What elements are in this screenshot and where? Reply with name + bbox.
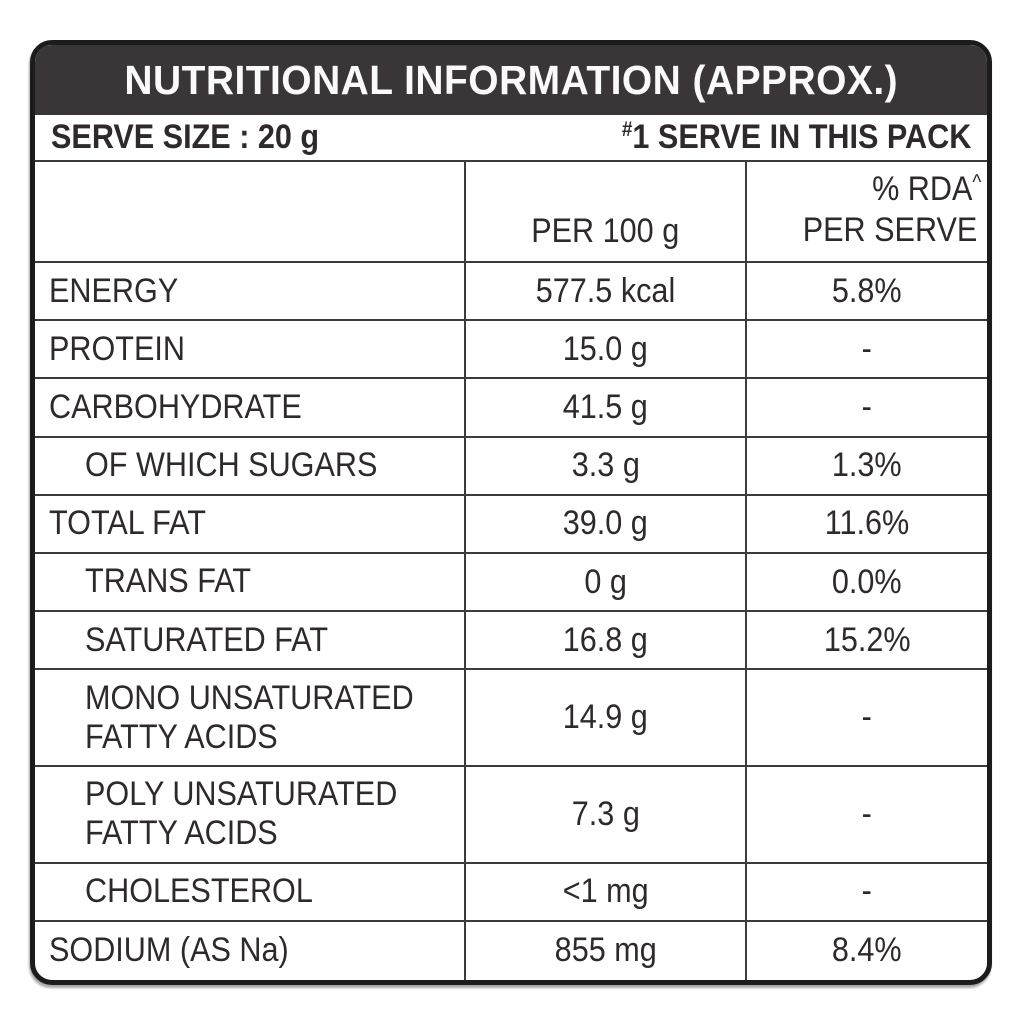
rda-per-serve-value: - [861,329,873,368]
caret-superscript: ^ [972,170,981,194]
rda-per-serve-cell: 5.8% [747,263,987,319]
rda-per-serve-cell: 11.6% [747,496,987,552]
table-row: POLY UNSATURATED FATTY ACIDS 7.3 g - [35,766,987,864]
hash-superscript: # [621,118,633,142]
per-100g-cell: 15.0 g [466,321,747,378]
per-100g-value: 577.5 kcal [535,271,676,310]
rda-per-serve-cell: - [747,767,987,862]
row-label-cell: OF WHICH SUGARS [35,437,466,494]
nutrient-label: PROTEIN [49,329,186,368]
rda-per-serve-value: 5.8% [832,271,902,310]
rda-per-serve-value: - [861,387,873,426]
rda-per-serve-value: 8.4% [832,931,902,970]
table-row: TOTAL FAT 39.0 g 11.6% [35,495,987,554]
serve-info-row: SERVE SIZE : 20 g #1 SERVE IN THIS PACK [35,115,987,162]
per-100g-value: <1 mg [562,872,649,911]
header-blank-cell [35,162,466,261]
table-row: MONO UNSATURATED FATTY ACIDS 14.9 g - [35,670,987,767]
per-100g-value: 15.0 g [562,329,649,368]
per-100g-cell: 7.3 g [466,766,747,862]
rda-per-serve-value: - [861,794,873,833]
rda-per-serve-cell: - [747,670,987,765]
rda-per-serve-cell: - [747,864,987,920]
serves-in-pack-label: 1 SERVE IN THIS PACK [632,118,971,156]
table-row: SODIUM (AS Na) 855 mg 8.4% [35,921,987,980]
per-100g-value: 14.9 g [562,698,649,737]
column-header-rda-line1: % RDA^ [871,170,981,209]
row-label-cell: SATURATED FAT [35,612,466,669]
table-row: SATURATED FAT 16.8 g 15.2% [35,612,987,671]
table-row: CARBOHYDRATE 41.5 g - [35,379,987,438]
row-label-cell: CARBOHYDRATE [35,379,466,436]
nutrient-label: SATURATED FAT [85,620,329,659]
row-label-cell: TRANS FAT [35,553,466,611]
row-label-cell: ENERGY [35,263,466,320]
title-band: NUTRITIONAL INFORMATION (APPROX.) [35,45,987,115]
per-100g-cell: 14.9 g [466,670,747,765]
row-label-cell: SODIUM (AS Na) [35,921,466,980]
per-100g-cell: 0 g [466,553,747,611]
per-100g-value: 16.8 g [562,620,649,659]
per-100g-cell: 41.5 g [466,379,747,436]
nutrient-label: ENERGY [49,271,179,310]
row-label-cell: PROTEIN [35,321,466,378]
nutrient-label: OF WHICH SUGARS [85,446,378,485]
row-label-cell: TOTAL FAT [35,495,466,552]
per-100g-cell: <1 mg [466,863,747,920]
rda-per-serve-value: 11.6% [824,504,910,543]
per-100g-value: 0 g [584,562,627,601]
nutrient-label: POLY UNSATURATED FATTY ACIDS [85,775,398,853]
page-title: NUTRITIONAL INFORMATION (APPROX.) [124,56,898,103]
nutrient-label: MONO UNSATURATED FATTY ACIDS [85,678,414,756]
rda-per-serve-cell: 15.2% [747,612,987,668]
table-header-row: PER 100 g % RDA^ PER SERVE [35,162,987,263]
table-row: PROTEIN 15.0 g - [35,321,987,380]
rda-per-serve-cell: - [747,379,987,435]
table-row: ENERGY 577.5 kcal 5.8% [35,263,987,322]
nutrition-label-card: NUTRITIONAL INFORMATION (APPROX.) SERVE … [30,40,992,985]
rda-per-serve-value: - [861,872,873,911]
nutrient-label: SODIUM (AS Na) [49,931,289,970]
nutrient-label: TRANS FAT [85,562,252,601]
per-100g-value: 39.0 g [562,504,649,543]
nutrition-table: PER 100 g % RDA^ PER SERVE ENERGY 577.5 … [35,162,987,980]
per-100g-cell: 855 mg [466,921,747,980]
rda-per-serve-cell: 0.0% [747,554,987,610]
per-100g-cell: 16.8 g [466,612,747,669]
nutrient-label: CHOLESTEROL [85,872,313,911]
nutrient-label: TOTAL FAT [49,504,206,543]
per-100g-cell: 3.3 g [466,437,747,494]
row-label-cell: POLY UNSATURATED FATTY ACIDS [35,766,466,862]
serves-in-pack-text: #1 SERVE IN THIS PACK [621,118,971,157]
per-100g-value: 7.3 g [571,794,640,833]
table-row: TRANS FAT 0 g 0.0% [35,553,987,613]
rda-per-serve-cell: 8.4% [747,922,987,980]
rda-per-serve-value: - [861,698,873,737]
per-100g-value: 855 mg [554,931,657,970]
rda-per-serve-value: 1.3% [832,446,902,485]
column-header-rda-line2: PER SERVE [802,211,978,250]
row-label-cell: CHOLESTEROL [35,863,466,920]
header-per-100g-cell: PER 100 g [466,162,747,261]
column-header-per-100g: PER 100 g [531,212,680,250]
rda-per-serve-cell: 1.3% [747,438,987,494]
table-row: CHOLESTEROL <1 mg - [35,863,987,922]
rda-per-serve-value: 0.0% [832,562,902,601]
table-row: OF WHICH SUGARS 3.3 g 1.3% [35,437,987,496]
per-100g-value: 3.3 g [571,446,640,485]
row-label-cell: MONO UNSATURATED FATTY ACIDS [35,670,466,765]
header-rda-cell: % RDA^ PER SERVE [747,162,987,261]
nutrient-label: CARBOHYDRATE [49,387,302,426]
per-100g-value: 41.5 g [562,387,649,426]
rda-per-serve-cell: - [747,321,987,377]
per-100g-cell: 577.5 kcal [466,263,747,320]
serve-size-text: SERVE SIZE : 20 g [51,118,320,156]
per-100g-cell: 39.0 g [466,495,747,552]
rda-per-serve-value: 15.2% [823,620,911,659]
